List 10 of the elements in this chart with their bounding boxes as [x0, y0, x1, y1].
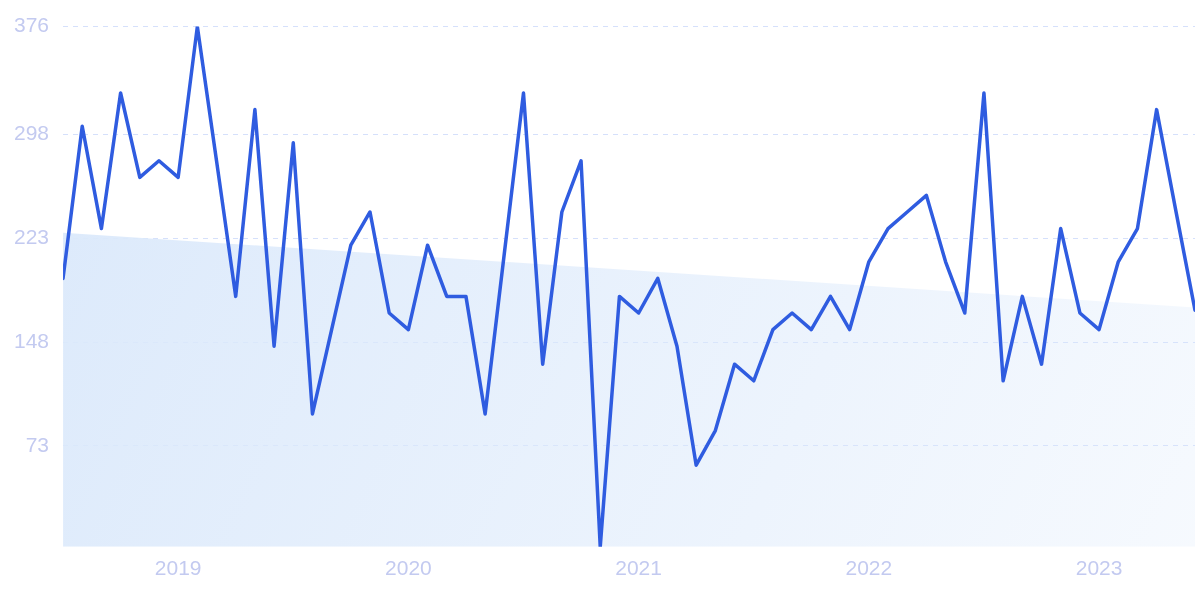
- x-tick-label: 2022: [845, 556, 893, 580]
- y-tick-label: 148: [13, 328, 50, 352]
- y-tick-label: 298: [13, 121, 50, 145]
- y-tick-label: 223: [13, 225, 50, 249]
- x-tick-label: 2020: [385, 556, 432, 580]
- x-tick-label: 2021: [615, 556, 662, 580]
- x-tick-label: 2019: [154, 556, 202, 580]
- x-tick-label: 2023: [1075, 556, 1123, 580]
- y-tick-label: 73: [25, 432, 50, 456]
- y-tick-label: 376: [13, 13, 50, 37]
